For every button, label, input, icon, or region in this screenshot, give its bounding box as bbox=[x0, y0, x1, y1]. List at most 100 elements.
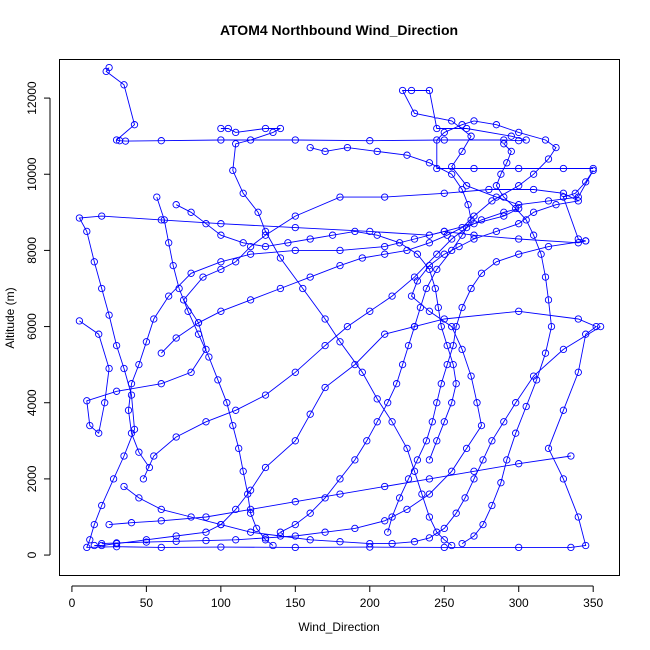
data-point bbox=[574, 368, 582, 376]
data-point bbox=[571, 189, 579, 197]
data-point bbox=[202, 418, 210, 426]
data-point bbox=[336, 475, 344, 483]
chart-title: ATOM4 Northbound Wind_Direction bbox=[220, 22, 458, 38]
data-point bbox=[75, 317, 84, 325]
data-point bbox=[135, 360, 143, 369]
data-point bbox=[470, 212, 478, 220]
data-point bbox=[343, 143, 352, 152]
data-point bbox=[492, 121, 501, 129]
data-point bbox=[437, 380, 445, 388]
data-point bbox=[440, 418, 448, 426]
data-point bbox=[246, 509, 255, 517]
data-point bbox=[291, 223, 299, 232]
data-point bbox=[388, 292, 396, 300]
data-point bbox=[202, 513, 210, 521]
data-point bbox=[83, 227, 91, 236]
data-point bbox=[582, 541, 590, 550]
y-tick-label: 12000 bbox=[25, 81, 39, 115]
data-point bbox=[470, 467, 478, 475]
data-point bbox=[157, 137, 165, 145]
data-point bbox=[187, 513, 195, 521]
data-point bbox=[488, 437, 496, 445]
data-point bbox=[515, 235, 523, 243]
data-point bbox=[373, 147, 381, 156]
data-point bbox=[172, 433, 180, 441]
data-point bbox=[252, 524, 261, 533]
data-point bbox=[321, 147, 329, 156]
plot-frame bbox=[59, 59, 620, 576]
x-tick-label: 0 bbox=[69, 596, 76, 610]
data-point bbox=[477, 421, 486, 430]
data-point bbox=[306, 509, 314, 517]
series-7 bbox=[153, 193, 277, 550]
data-point bbox=[515, 164, 523, 173]
data-point bbox=[157, 517, 165, 525]
data-point bbox=[425, 513, 434, 521]
data-point bbox=[440, 136, 448, 144]
data-point bbox=[239, 467, 247, 475]
data-point bbox=[105, 311, 113, 319]
data-point bbox=[321, 494, 329, 502]
data-point bbox=[381, 250, 389, 258]
data-point bbox=[321, 528, 329, 536]
data-point bbox=[522, 402, 530, 411]
data-point bbox=[440, 250, 448, 258]
data-point bbox=[336, 338, 344, 346]
data-point bbox=[515, 250, 523, 258]
data-point bbox=[515, 220, 523, 228]
data-point bbox=[336, 490, 344, 498]
data-point bbox=[589, 166, 597, 175]
data-point bbox=[328, 231, 337, 239]
data-point bbox=[336, 538, 344, 546]
data-point bbox=[214, 376, 222, 384]
data-point bbox=[395, 239, 404, 247]
data-point bbox=[413, 250, 422, 258]
data-point bbox=[306, 410, 314, 418]
x-tick-label: 300 bbox=[509, 596, 529, 610]
data-point bbox=[544, 296, 553, 304]
data-point bbox=[291, 212, 299, 220]
data-point bbox=[458, 303, 466, 312]
data-point bbox=[276, 284, 285, 293]
data-point bbox=[488, 197, 496, 205]
data-point bbox=[291, 368, 299, 376]
data-point bbox=[276, 528, 285, 536]
y-tick-label: 6000 bbox=[25, 313, 39, 340]
x-tick-label: 200 bbox=[360, 596, 380, 610]
data-point bbox=[217, 543, 225, 551]
series-9 bbox=[120, 322, 605, 548]
data-point bbox=[112, 341, 121, 350]
data-point bbox=[235, 444, 243, 453]
data-point bbox=[90, 541, 98, 550]
data-point bbox=[291, 437, 299, 445]
data-point bbox=[433, 399, 441, 407]
data-point bbox=[425, 265, 434, 274]
data-point bbox=[443, 231, 451, 239]
data-point bbox=[582, 178, 590, 186]
data-point bbox=[351, 360, 359, 369]
data-point bbox=[321, 383, 329, 392]
data-point bbox=[169, 261, 177, 270]
data-point bbox=[515, 460, 523, 468]
data-point bbox=[199, 273, 207, 281]
data-point bbox=[529, 185, 538, 194]
data-point bbox=[547, 322, 556, 331]
data-point bbox=[567, 543, 575, 552]
data-point bbox=[239, 239, 247, 247]
data-point bbox=[477, 216, 486, 224]
data-point bbox=[448, 467, 456, 475]
data-point bbox=[403, 444, 411, 453]
data-point bbox=[479, 456, 487, 464]
data-point bbox=[246, 250, 255, 258]
data-point bbox=[461, 494, 469, 502]
data-point bbox=[448, 235, 456, 243]
data-point bbox=[202, 536, 210, 545]
data-point bbox=[306, 143, 314, 152]
data-point bbox=[130, 121, 139, 129]
data-point bbox=[135, 448, 143, 456]
data-point bbox=[112, 136, 121, 144]
data-point bbox=[86, 536, 94, 544]
data-point bbox=[458, 185, 466, 194]
data-point bbox=[559, 164, 568, 173]
data-point bbox=[336, 261, 344, 270]
